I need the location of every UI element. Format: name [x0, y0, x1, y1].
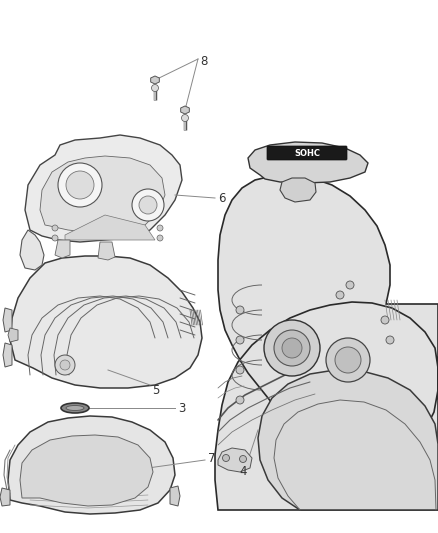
Polygon shape: [55, 240, 70, 258]
Circle shape: [274, 330, 310, 366]
Text: 8: 8: [200, 55, 207, 68]
Circle shape: [132, 189, 164, 221]
Polygon shape: [280, 178, 316, 202]
Circle shape: [52, 235, 58, 241]
FancyBboxPatch shape: [267, 146, 347, 160]
Polygon shape: [40, 156, 165, 233]
Polygon shape: [8, 416, 175, 514]
Ellipse shape: [66, 406, 84, 410]
Polygon shape: [25, 135, 182, 242]
Text: 3: 3: [178, 401, 185, 415]
Circle shape: [157, 235, 163, 241]
Circle shape: [152, 85, 159, 92]
Polygon shape: [8, 328, 18, 342]
Circle shape: [336, 291, 344, 299]
Circle shape: [58, 163, 102, 207]
Text: SOHC: SOHC: [294, 149, 320, 157]
Polygon shape: [3, 343, 12, 367]
Circle shape: [381, 316, 389, 324]
Text: 7: 7: [208, 451, 215, 464]
Circle shape: [66, 171, 94, 199]
Circle shape: [139, 196, 157, 214]
Circle shape: [181, 115, 188, 122]
Circle shape: [346, 281, 354, 289]
Polygon shape: [10, 256, 202, 388]
Polygon shape: [98, 242, 115, 260]
Circle shape: [236, 396, 244, 404]
Circle shape: [236, 366, 244, 374]
Text: 6: 6: [218, 191, 226, 205]
Circle shape: [52, 225, 58, 231]
Polygon shape: [3, 308, 12, 332]
Circle shape: [236, 306, 244, 314]
Circle shape: [282, 338, 302, 358]
Circle shape: [240, 456, 247, 463]
Polygon shape: [215, 175, 438, 510]
Polygon shape: [218, 448, 252, 472]
Ellipse shape: [61, 403, 89, 413]
Text: 5: 5: [152, 384, 159, 397]
Polygon shape: [170, 486, 180, 506]
Circle shape: [60, 360, 70, 370]
Circle shape: [236, 336, 244, 344]
Polygon shape: [65, 215, 155, 240]
Circle shape: [55, 355, 75, 375]
Polygon shape: [20, 435, 153, 506]
Circle shape: [335, 347, 361, 373]
Polygon shape: [258, 370, 438, 510]
Circle shape: [157, 225, 163, 231]
Polygon shape: [180, 106, 189, 114]
Polygon shape: [151, 76, 159, 84]
Text: 4: 4: [239, 465, 247, 478]
Circle shape: [326, 338, 370, 382]
Circle shape: [223, 455, 230, 462]
Circle shape: [264, 320, 320, 376]
Polygon shape: [0, 488, 10, 506]
Circle shape: [386, 336, 394, 344]
Polygon shape: [20, 230, 44, 270]
Polygon shape: [248, 142, 368, 183]
